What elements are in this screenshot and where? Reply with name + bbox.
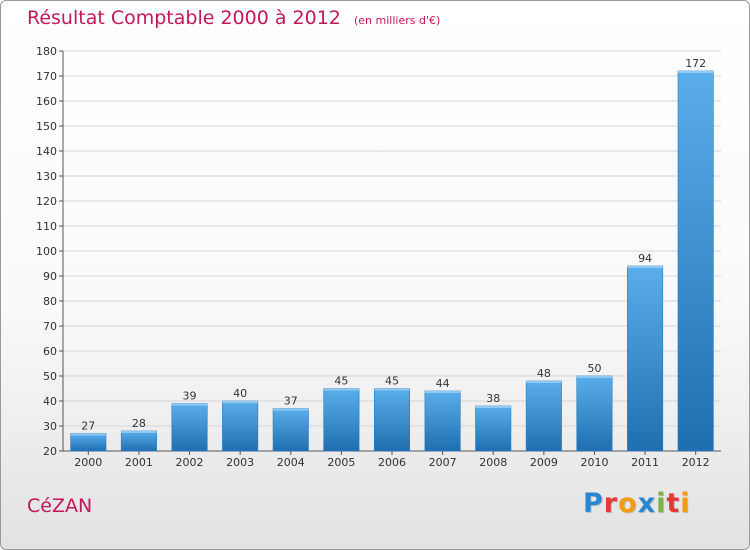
bar-highlight <box>526 381 562 383</box>
x-tick-label: 2004 <box>277 456 305 469</box>
x-tick-label: 2009 <box>530 456 558 469</box>
value-label: 45 <box>385 375 399 388</box>
value-label: 37 <box>284 395 298 408</box>
logo-letter: r <box>603 488 619 519</box>
value-label: 38 <box>486 392 500 405</box>
bar <box>627 265 664 452</box>
y-tick-label: 30 <box>43 420 57 433</box>
bar <box>323 388 360 452</box>
value-label: 50 <box>587 362 601 375</box>
x-tick-label: 2008 <box>479 456 507 469</box>
bar <box>475 405 512 452</box>
bar-highlight <box>374 388 410 391</box>
value-label: 94 <box>638 252 652 265</box>
y-tick-label: 60 <box>43 345 57 358</box>
y-tick-label: 70 <box>43 320 57 333</box>
bar-highlight <box>475 406 511 408</box>
value-label: 172 <box>685 57 706 70</box>
logo-letter: i <box>680 488 691 519</box>
bar <box>222 400 259 452</box>
bar-highlight <box>576 376 613 378</box>
logo-letter: P <box>583 488 604 519</box>
bar-highlight <box>222 401 258 403</box>
y-tick-label: 120 <box>36 195 57 208</box>
bar <box>525 380 562 452</box>
bar-highlight <box>424 391 461 393</box>
y-tick-label: 170 <box>36 70 57 83</box>
x-tick-label: 2012 <box>682 456 710 469</box>
bar <box>171 403 208 452</box>
bar <box>120 430 157 452</box>
bar <box>576 375 613 452</box>
x-tick-label: 2011 <box>631 456 659 469</box>
bar <box>424 390 461 452</box>
bar-highlight <box>171 403 208 406</box>
logo-letter: t <box>666 488 681 519</box>
bar-highlight <box>627 266 663 268</box>
value-label: 39 <box>183 390 197 403</box>
value-label: 48 <box>537 367 551 380</box>
x-tick-label: 2010 <box>580 456 608 469</box>
bar-highlight <box>273 408 309 411</box>
bars <box>70 70 714 452</box>
logo-letter: x <box>637 488 657 519</box>
title-main: Résultat Comptable 2000 à 2012 <box>27 7 341 29</box>
value-label: 28 <box>132 417 146 430</box>
y-tick-label: 160 <box>36 95 57 108</box>
y-tick-label: 100 <box>36 245 57 258</box>
y-tick-label: 110 <box>36 220 57 233</box>
logo-letter: o <box>618 488 638 519</box>
x-tick-label: 2007 <box>429 456 457 469</box>
y-tick-label: 180 <box>36 45 57 58</box>
value-label: 44 <box>436 377 450 390</box>
x-tick-label: 2003 <box>226 456 254 469</box>
bar-highlight <box>121 431 157 433</box>
chart-title: Résultat Comptable 2000 à 2012 (en milli… <box>27 7 440 29</box>
x-tick-label: 2000 <box>74 456 102 469</box>
y-tick-label: 150 <box>36 120 57 133</box>
y-tick-label: 80 <box>43 295 57 308</box>
commune-name: CéZAN <box>27 495 93 517</box>
bar-highlight <box>323 388 360 391</box>
x-tick-label: 2006 <box>378 456 406 469</box>
y-tick-label: 50 <box>43 370 57 383</box>
bar <box>373 388 411 452</box>
x-tick-label: 2002 <box>176 456 204 469</box>
y-tick-label: 40 <box>43 395 57 408</box>
x-tick-label: 2001 <box>125 456 153 469</box>
value-label: 27 <box>81 420 95 433</box>
bar <box>677 70 714 452</box>
bar <box>70 433 107 452</box>
proxiti-logo[interactable]: Proxiti <box>583 488 691 519</box>
x-tick-label: 2005 <box>327 456 355 469</box>
bar-highlight <box>677 71 714 73</box>
value-label: 40 <box>233 387 247 400</box>
y-tick-label: 20 <box>43 445 57 458</box>
logo-letter: i <box>656 488 667 519</box>
y-tick-label: 90 <box>43 270 57 283</box>
bar-highlight <box>70 433 107 436</box>
title-unit: (en milliers d'€) <box>353 14 441 27</box>
value-label: 45 <box>334 375 348 388</box>
bar <box>272 408 309 452</box>
y-tick-label: 130 <box>36 170 57 183</box>
labels: 20 30 40 50 60 70 80 90 100 110 120 130 140 150 160 170… <box>36 45 710 469</box>
y-tick-label: 140 <box>36 145 57 158</box>
